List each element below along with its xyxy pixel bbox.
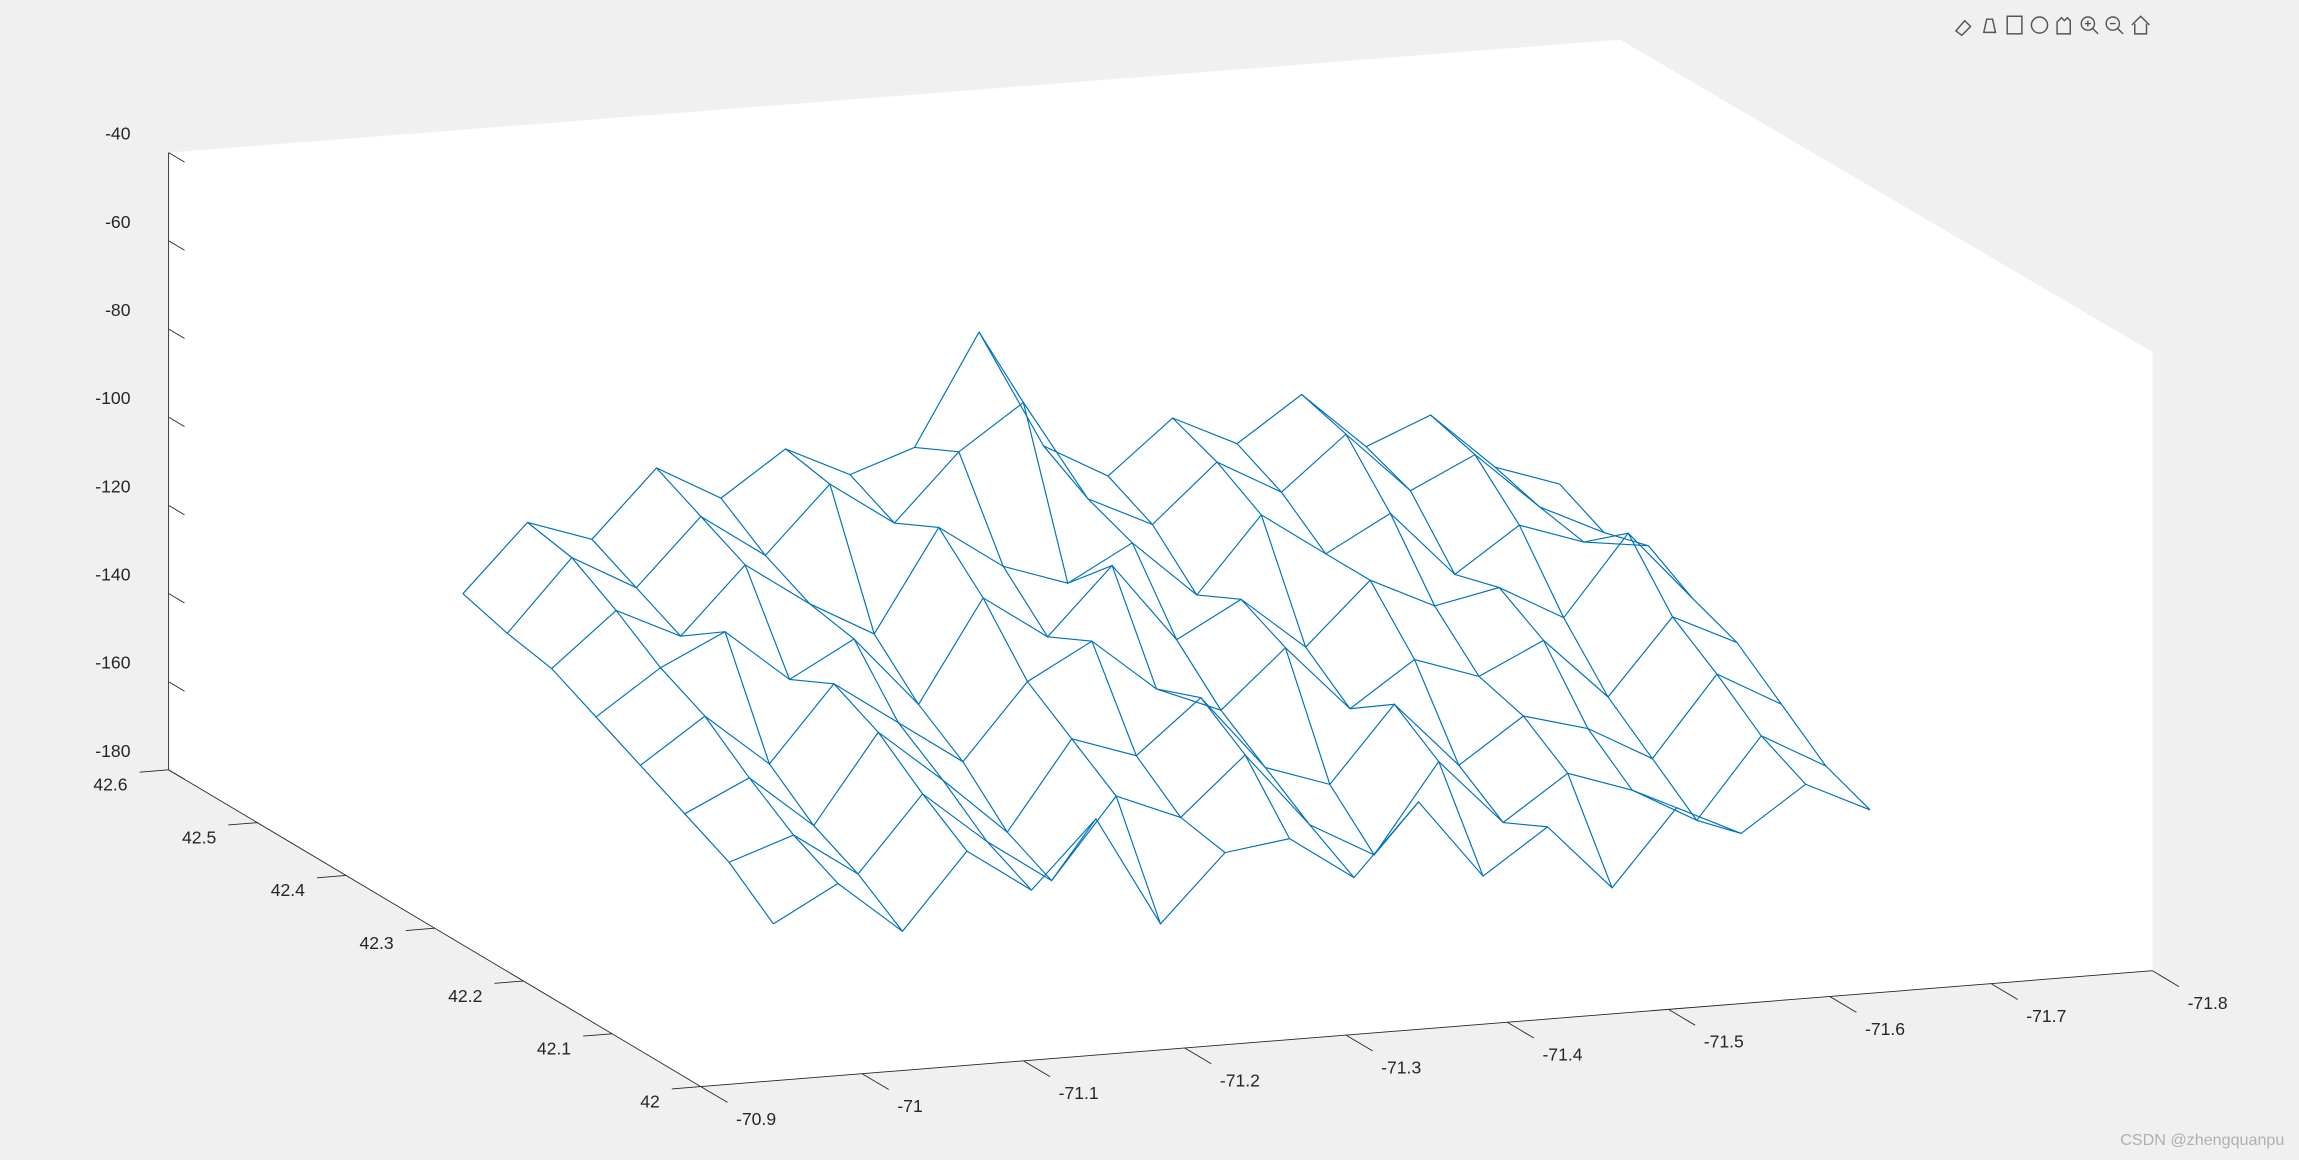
pan-icon[interactable] (2056, 16, 2072, 35)
mesh-column (1172, 417, 1484, 877)
z-tick (168, 416, 185, 428)
z-tick-label: -80 (105, 300, 131, 320)
y-tick (139, 769, 169, 773)
y-tick (583, 1033, 613, 1037)
x-tick (1507, 1021, 1535, 1039)
x-tick (1668, 1008, 1696, 1026)
x-tick-label: -71.3 (1381, 1057, 1421, 1077)
x-tick-label: -70.9 (736, 1109, 776, 1129)
mesh-column (914, 446, 1226, 854)
y-tick (671, 1086, 701, 1090)
z-tick (168, 769, 185, 780)
x-tick-label: -71.6 (1865, 1019, 1905, 1039)
brush-icon[interactable] (1954, 19, 1972, 37)
mesh-row (728, 735, 1827, 882)
mesh-column (527, 521, 839, 884)
z-tick (168, 240, 185, 251)
z-tick-label: -160 (95, 653, 130, 673)
legend-icon[interactable] (2006, 15, 2023, 35)
mesh-row (506, 401, 1605, 634)
x-tick-label: -71.2 (1220, 1070, 1260, 1090)
z-tick (168, 681, 185, 692)
mesh-row (462, 330, 1560, 595)
mesh (462, 330, 1871, 933)
mesh-column (462, 593, 774, 925)
x-tick (1184, 1047, 1212, 1065)
zoom-in-icon[interactable] (2080, 16, 2096, 31)
data-tip-icon[interactable] (1982, 18, 1997, 34)
mesh-row (551, 512, 1649, 669)
mesh-column (591, 538, 903, 932)
y-tick (494, 980, 524, 984)
z-tick (168, 593, 185, 604)
x-tick (700, 1086, 728, 1103)
mesh-column (1559, 483, 1871, 811)
z-tick (168, 152, 185, 163)
mesh-row (773, 783, 1871, 933)
y-tick (405, 927, 435, 931)
mesh-row (640, 616, 1738, 766)
watermark: CSDN @zhengquanpu (2120, 1131, 2284, 1149)
mesh-row (595, 532, 1694, 718)
x-tick (1829, 996, 1857, 1013)
y-tick (228, 822, 258, 826)
mesh-column (785, 448, 1097, 882)
y-tick-label: 42.4 (271, 880, 305, 900)
toolbar (1954, 15, 2150, 37)
z-tick (168, 504, 185, 516)
z-tick-label: -120 (95, 476, 130, 496)
x-tick (2152, 970, 2180, 987)
mesh-column (849, 474, 1162, 925)
mesh-row (684, 673, 1782, 834)
mesh-column (656, 467, 968, 852)
mesh-column (720, 497, 1032, 891)
x-axis (700, 970, 2153, 1088)
x-tick-label: -71.4 (1542, 1045, 1582, 1065)
x-tick-label: -71.8 (2188, 993, 2228, 1013)
x-tick (1990, 983, 2018, 1000)
z-tick-label: -40 (105, 124, 131, 144)
mesh-column (978, 331, 1291, 839)
y-tick (316, 875, 347, 879)
y-tick-label: 42.6 (93, 775, 127, 795)
y-tick-label: 42.1 (537, 1039, 571, 1059)
rotate-icon[interactable] (2030, 16, 2049, 34)
mesh-column (1236, 443, 1548, 828)
x-tick-label: -71.1 (1059, 1083, 1099, 1103)
y-tick-label: 42.5 (182, 827, 216, 847)
z-tick-label: -60 (105, 212, 131, 232)
mesh-column (1301, 394, 1613, 889)
axes-box (168, 39, 2153, 1087)
x-tick-label: -71.7 (2026, 1006, 2066, 1026)
x-tick (1345, 1034, 1373, 1052)
x-tick-label: -71 (897, 1096, 922, 1116)
home-icon[interactable] (2131, 15, 2150, 35)
mesh-column (1043, 445, 1355, 878)
z-tick-label: -180 (95, 741, 130, 761)
mesh-column (1430, 414, 1742, 835)
y-tick-label: 42.3 (359, 933, 393, 953)
y-tick-label: 42 (640, 1091, 660, 1111)
zoom-out-icon[interactable] (2105, 16, 2121, 31)
x-tick (1023, 1060, 1051, 1078)
mesh-column (1107, 475, 1419, 856)
z-tick-label: -100 (95, 388, 130, 408)
x-tick-label: -71.5 (1704, 1032, 1744, 1052)
y-tick-label: 42.2 (448, 986, 482, 1006)
mesh-column (1494, 466, 1807, 785)
z-tick-label: -140 (95, 565, 130, 585)
mesh-column (1365, 446, 1677, 809)
x-tick (861, 1073, 889, 1090)
z-tick (168, 328, 185, 339)
